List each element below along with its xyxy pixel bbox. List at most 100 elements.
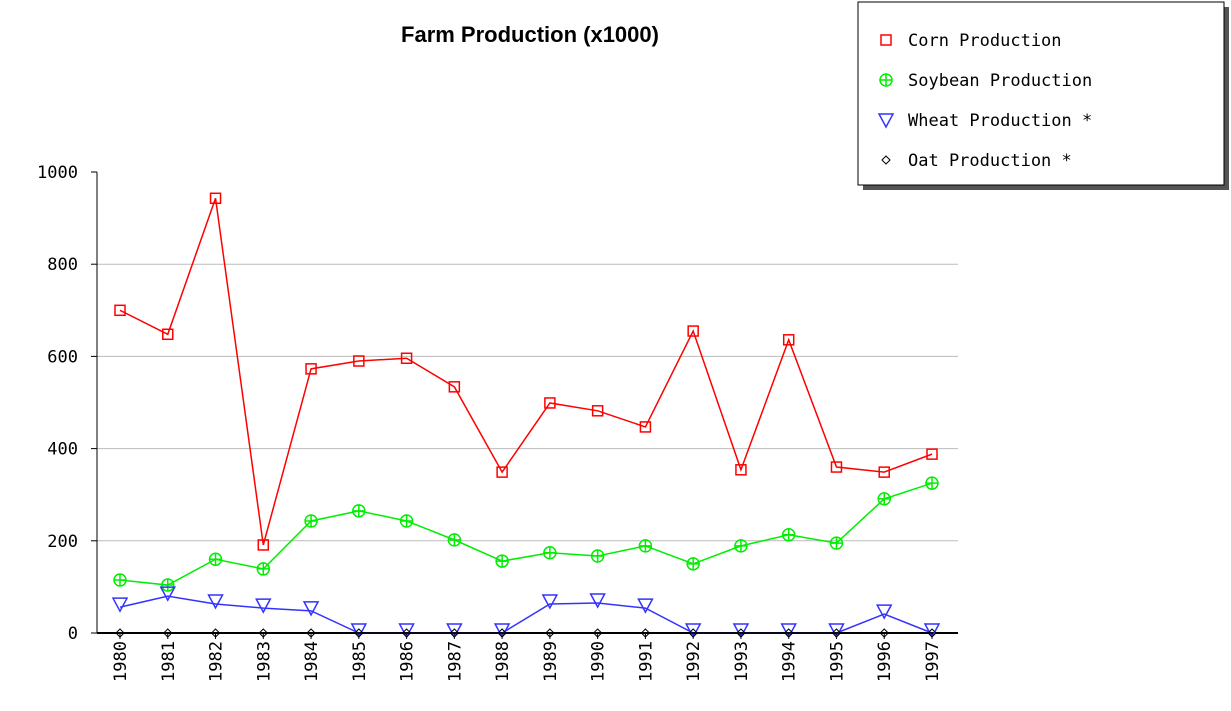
legend-label: Wheat Production * [908,111,1092,131]
y-tick-label: 200 [47,532,78,552]
data-point [878,466,890,478]
chart-title: Farm Production (x1000) [401,22,659,47]
x-tick-label: 1987 [445,641,465,682]
data-point [257,539,270,551]
data-point [495,554,509,568]
data-point [159,586,177,602]
data-point [780,623,797,639]
y-tick-label: 800 [47,255,78,275]
data-point [162,328,174,341]
x-tick-label: 1985 [350,641,370,682]
legend-label: Oat Production * [908,151,1072,171]
x-tick-label: 1988 [493,641,513,682]
data-point [735,464,747,476]
legend-marker [879,73,893,87]
data-point [302,601,320,617]
x-tick-label: 1982 [207,641,227,682]
data-point [927,628,937,638]
data-point [353,355,365,367]
data-point [734,539,748,553]
legend-box [857,1,1225,186]
x-tick-label: 1994 [780,641,800,682]
data-point [401,628,412,638]
data-point [926,448,938,460]
y-tick-label: 600 [47,347,78,367]
series-line [119,595,933,634]
x-tick-label: 1991 [636,641,656,682]
data-point [544,397,556,409]
data-point [831,628,842,638]
data-point [208,552,223,566]
data-point [354,628,364,638]
data-point [829,536,844,550]
data-point [210,628,221,638]
data-point [543,546,557,560]
data-point [113,573,127,587]
data-point [400,352,413,364]
data-point [115,628,125,638]
x-tick-label: 1996 [875,641,895,682]
y-tick-label: 0 [68,624,78,644]
x-tick-label: 1995 [827,641,847,682]
data-point [923,623,941,639]
legend-marker [880,34,892,46]
data-point [493,623,511,639]
data-point [541,594,559,610]
y-tick-label: 400 [47,440,78,460]
data-point [545,628,555,638]
series-line [119,198,933,546]
data-point [830,461,843,473]
data-point [783,628,794,638]
data-point [589,593,606,609]
data-point [686,557,700,571]
data-point [111,597,129,613]
data-point [875,604,893,620]
data-point [114,304,126,317]
data-point [590,549,605,563]
data-point [877,492,891,506]
data-point [446,623,463,639]
data-point [398,623,415,639]
data-point [637,598,654,614]
legend-marker [877,113,895,129]
data-point [447,533,462,547]
data-point [736,628,746,638]
series-line [119,482,933,586]
x-tick-label: 1984 [302,641,322,682]
data-point [732,623,750,639]
data-point [782,334,795,346]
x-tick-label: 1992 [684,641,704,682]
data-point [688,628,698,638]
x-tick-label: 1997 [923,641,943,682]
x-tick-label: 1983 [254,641,274,682]
data-point [352,504,366,518]
data-point [591,405,604,417]
data-point [449,628,460,638]
data-point [496,466,508,478]
x-tick-label: 1993 [732,641,752,682]
data-point [448,381,461,393]
data-point [207,594,224,610]
legend-marker [881,155,891,165]
data-point [592,628,603,638]
data-point [399,514,414,528]
data-point [304,514,318,528]
data-point [639,421,652,433]
y-tick-label: 1000 [37,163,78,183]
data-point [684,623,702,639]
data-point [350,623,368,639]
data-point [828,623,845,639]
data-point [258,628,269,638]
data-point [209,192,222,205]
data-point [879,628,889,638]
data-point [687,325,699,337]
data-point [161,578,175,592]
x-tick-label: 1989 [541,641,561,682]
data-point [497,628,507,638]
x-tick-label: 1981 [159,641,179,682]
legend-label: Corn Production [908,31,1062,51]
legend-label: Soybean Production [908,71,1092,91]
data-point [640,628,651,638]
data-point [781,528,796,542]
